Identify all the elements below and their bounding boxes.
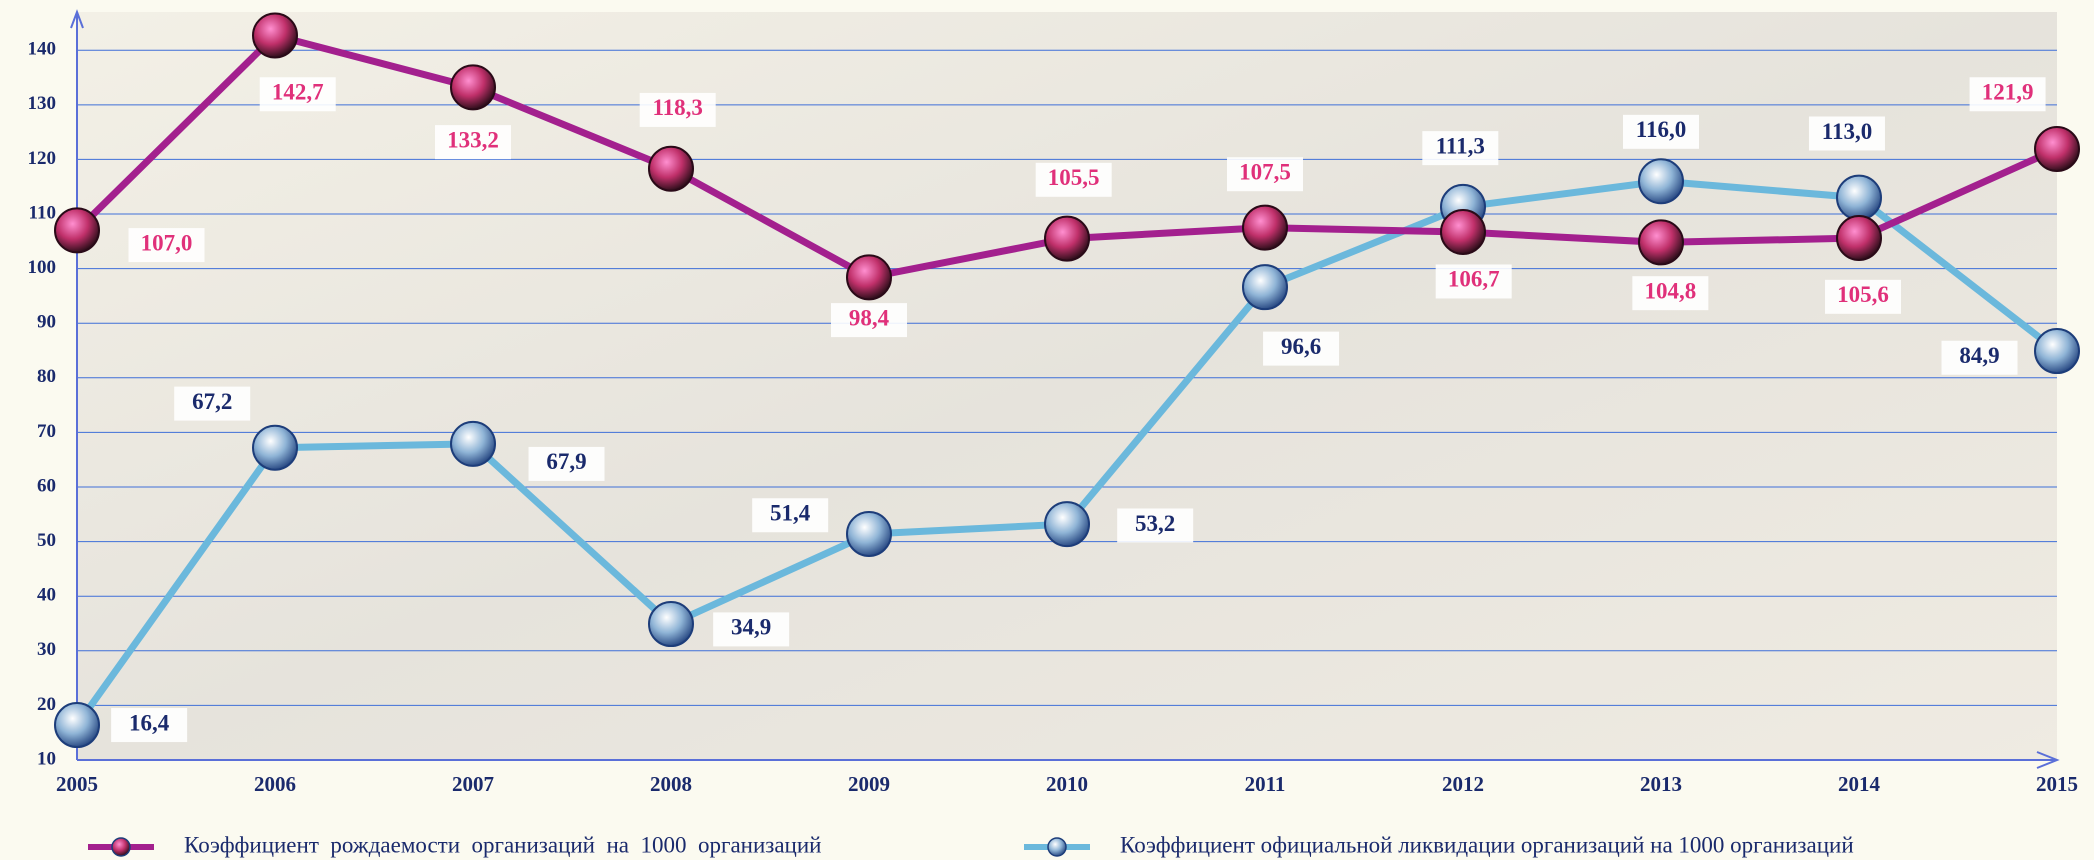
point-marker (649, 147, 693, 191)
data-label: 121,9 (1982, 80, 2034, 105)
data-label: 51,4 (770, 501, 811, 526)
data-label: 105,6 (1837, 282, 1889, 307)
x-tick-label: 2015 (2036, 772, 2078, 796)
data-label: 105,5 (1048, 165, 1100, 190)
data-label: 107,0 (141, 230, 193, 255)
point-marker (847, 512, 891, 556)
y-tick-label: 60 (37, 475, 56, 496)
y-tick-label: 140 (28, 39, 57, 60)
data-label: 111,3 (1436, 133, 1485, 158)
data-label: 106,7 (1448, 267, 1500, 292)
y-tick-label: 130 (28, 93, 57, 114)
y-tick-label: 90 (37, 312, 56, 333)
x-tick-label: 2014 (1838, 772, 1881, 796)
data-label: 113,0 (1822, 119, 1872, 144)
data-label: 107,5 (1239, 160, 1291, 185)
y-tick-label: 50 (37, 530, 56, 551)
y-tick-label: 100 (28, 257, 57, 278)
x-tick-label: 2010 (1046, 772, 1088, 796)
chart: 10 20 30 40 50 60 70 80 90 100 110 120 130 140 2005 200… (0, 0, 2094, 860)
x-tick-label: 2009 (848, 772, 890, 796)
y-tick-label: 80 (37, 366, 56, 387)
point-marker (1837, 176, 1881, 220)
x-tick-label: 2007 (452, 772, 494, 796)
data-label: 118,3 (652, 95, 702, 120)
y-tick-label: 20 (37, 694, 56, 715)
x-tick-label: 2008 (650, 772, 692, 796)
point-marker (1837, 216, 1881, 260)
x-tick-label: 2011 (1245, 772, 1286, 796)
data-label: 67,2 (192, 389, 232, 414)
point-marker (55, 208, 99, 252)
point-marker (451, 422, 495, 466)
point-marker (253, 13, 297, 57)
point-marker (847, 255, 891, 299)
data-label: 104,8 (1644, 278, 1696, 303)
data-label: 34,9 (731, 615, 771, 640)
point-marker (1045, 502, 1089, 546)
x-tick-label: 2005 (56, 772, 98, 796)
y-tick-label: 40 (37, 585, 56, 606)
y-tick-label: 10 (37, 748, 56, 769)
point-marker (1045, 217, 1089, 261)
point-marker (1243, 206, 1287, 250)
data-label: 142,7 (272, 80, 324, 105)
legend-label: Коэффициент рождаемости организаций на 1… (184, 832, 822, 857)
point-marker (55, 703, 99, 747)
y-tick-label: 110 (29, 202, 56, 223)
data-label: 133,2 (447, 127, 499, 152)
legend-marker (1048, 838, 1066, 856)
data-label: 98,4 (849, 305, 890, 330)
data-label: 116,0 (1636, 117, 1686, 142)
data-label: 16,4 (129, 710, 170, 735)
data-label: 67,9 (546, 449, 586, 474)
point-marker (1441, 210, 1485, 254)
point-marker (451, 65, 495, 109)
point-marker (1639, 220, 1683, 264)
x-tick-label: 2006 (254, 772, 296, 796)
point-marker (2035, 329, 2079, 373)
data-label: 84,9 (1959, 343, 1999, 368)
x-tick-label: 2012 (1442, 772, 1484, 796)
point-marker (1639, 159, 1683, 203)
point-marker (2035, 127, 2079, 171)
data-label: 96,6 (1281, 334, 1321, 359)
legend-marker (112, 838, 130, 856)
y-tick-label: 120 (28, 148, 57, 169)
y-tick-label: 70 (37, 421, 56, 442)
x-tick-label: 2013 (1640, 772, 1682, 796)
legend-label: Коэффициент официальной ликвидации орган… (1120, 832, 1854, 857)
plot-background (77, 12, 2057, 760)
point-marker (253, 426, 297, 470)
point-marker (1243, 265, 1287, 309)
point-marker (649, 602, 693, 646)
y-tick-label: 30 (37, 639, 56, 660)
data-label: 53,2 (1135, 511, 1175, 536)
